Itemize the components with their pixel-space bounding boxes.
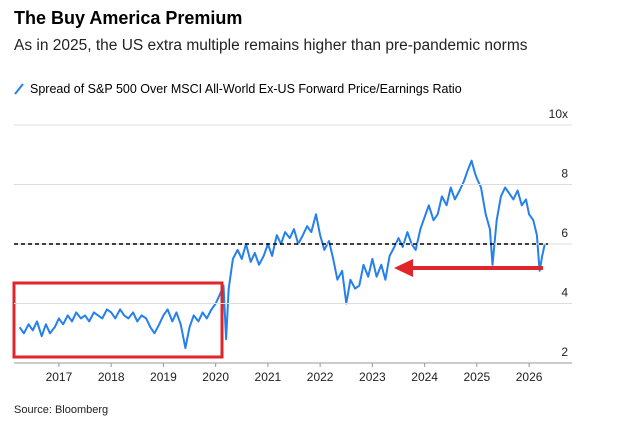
y-tick-label: 8 <box>561 167 568 181</box>
legend: Spread of S&P 500 Over MSCI All-World Ex… <box>14 82 462 96</box>
source: Source: Bloomberg <box>14 404 109 416</box>
highlight-box <box>12 281 224 359</box>
legend-swatch <box>14 83 24 95</box>
x-tick-label: 2018 <box>98 370 125 384</box>
x-tick-label: 2017 <box>46 370 73 384</box>
y-tick-label: 2 <box>561 345 568 359</box>
x-tick-label: 2022 <box>307 370 334 384</box>
y-tick-label: 6 <box>561 226 568 240</box>
y-tick-label: 4 <box>561 286 568 300</box>
x-tick-label: 2023 <box>359 370 386 384</box>
arrow <box>394 259 543 277</box>
chart-subtitle: As in 2025, the US extra multiple remain… <box>14 37 528 54</box>
y-tick-label: 10x <box>549 107 568 121</box>
legend-label: Spread of S&P 500 Over MSCI All-World Ex… <box>30 82 462 96</box>
data-line <box>18 159 546 350</box>
x-tick-label: 2019 <box>150 370 177 384</box>
x-tick-label: 2020 <box>202 370 229 384</box>
x-tick-label: 2026 <box>516 370 543 384</box>
x-tick-label: 2024 <box>411 370 438 384</box>
x-tick-label: 2025 <box>464 370 491 384</box>
chart-title: The Buy America Premium <box>14 8 243 28</box>
x-tick-label: 2021 <box>255 370 282 384</box>
